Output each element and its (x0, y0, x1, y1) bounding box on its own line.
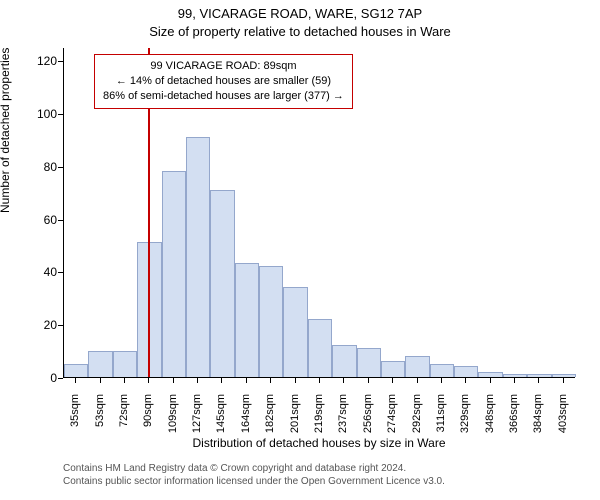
x-tick-mark (270, 378, 271, 383)
x-tick-label: 53sqm (94, 394, 106, 442)
x-tick-label: 292sqm (411, 394, 423, 442)
x-tick-mark (197, 378, 198, 383)
histogram-bar (527, 374, 551, 377)
x-tick-mark (514, 378, 515, 383)
x-tick-label: 164sqm (240, 394, 252, 442)
y-tick-label: 120 (33, 54, 57, 68)
x-tick-label: 256sqm (362, 394, 374, 442)
x-tick-mark (75, 378, 76, 383)
x-tick-label: 366sqm (508, 394, 520, 442)
histogram-bar (381, 361, 405, 377)
chart-footer: Contains HM Land Registry data © Crown c… (63, 462, 445, 488)
histogram-bar (430, 364, 454, 377)
histogram-bar (357, 348, 381, 377)
x-tick-label: 127sqm (191, 394, 203, 442)
x-tick-label: 109sqm (167, 394, 179, 442)
x-tick-label: 90sqm (142, 394, 154, 442)
y-tick-mark (58, 272, 63, 273)
histogram-bar (308, 319, 332, 377)
y-tick-label: 40 (33, 265, 57, 279)
y-tick-mark (58, 220, 63, 221)
x-tick-mark (343, 378, 344, 383)
histogram-bar (283, 287, 307, 377)
x-tick-mark (246, 378, 247, 383)
histogram-bar (113, 351, 137, 377)
footer-line-1: Contains HM Land Registry data © Crown c… (63, 462, 445, 475)
y-tick-mark (58, 114, 63, 115)
x-tick-mark (368, 378, 369, 383)
x-tick-label: 35sqm (69, 394, 81, 442)
x-tick-mark (538, 378, 539, 383)
histogram-bar (64, 364, 88, 377)
x-tick-mark (295, 378, 296, 383)
x-tick-mark (441, 378, 442, 383)
histogram-bar (478, 372, 502, 377)
chart-title-sub: Size of property relative to detached ho… (0, 24, 600, 39)
x-tick-label: 329sqm (459, 394, 471, 442)
histogram-bar (88, 351, 112, 377)
y-tick-mark (58, 61, 63, 62)
x-tick-mark (124, 378, 125, 383)
x-tick-mark (392, 378, 393, 383)
y-tick-label: 0 (33, 371, 57, 385)
histogram-bar (503, 374, 527, 377)
y-tick-mark (58, 325, 63, 326)
x-tick-label: 274sqm (386, 394, 398, 442)
annotation-line: ← 14% of detached houses are smaller (59… (103, 74, 344, 89)
histogram-bar (235, 263, 259, 377)
annotation-line: 86% of semi-detached houses are larger (… (103, 89, 344, 104)
x-tick-label: 311sqm (435, 394, 447, 442)
x-tick-mark (319, 378, 320, 383)
x-tick-label: 384sqm (532, 394, 544, 442)
y-tick-label: 60 (33, 213, 57, 227)
y-tick-label: 20 (33, 318, 57, 332)
y-tick-label: 80 (33, 160, 57, 174)
x-tick-label: 72sqm (118, 394, 130, 442)
x-tick-label: 348sqm (484, 394, 496, 442)
x-tick-label: 201sqm (289, 394, 301, 442)
x-tick-label: 145sqm (215, 394, 227, 442)
histogram-bar (552, 374, 576, 377)
annotation-box: 99 VICARAGE ROAD: 89sqm← 14% of detached… (94, 54, 353, 109)
histogram-bar (454, 366, 478, 377)
footer-line-2: Contains public sector information licen… (63, 475, 445, 488)
histogram-bar (405, 356, 429, 377)
x-tick-mark (417, 378, 418, 383)
x-tick-mark (465, 378, 466, 383)
chart-title-main: 99, VICARAGE ROAD, WARE, SG12 7AP (0, 6, 600, 21)
y-tick-mark (58, 167, 63, 168)
annotation-line: 99 VICARAGE ROAD: 89sqm (103, 59, 344, 74)
x-tick-mark (221, 378, 222, 383)
plot-area: 99 VICARAGE ROAD: 89sqm← 14% of detached… (63, 48, 575, 378)
x-tick-label: 403sqm (557, 394, 569, 442)
x-tick-mark (100, 378, 101, 383)
x-tick-mark (173, 378, 174, 383)
x-tick-mark (563, 378, 564, 383)
y-tick-label: 100 (33, 107, 57, 121)
histogram-bar (186, 137, 210, 377)
x-tick-label: 237sqm (337, 394, 349, 442)
histogram-bar (162, 171, 186, 377)
y-tick-mark (58, 378, 63, 379)
histogram-bar (210, 190, 234, 377)
histogram-bar (332, 345, 356, 377)
x-tick-mark (490, 378, 491, 383)
x-tick-label: 219sqm (313, 394, 325, 442)
x-tick-label: 182sqm (264, 394, 276, 442)
histogram-bar (259, 266, 283, 377)
x-tick-mark (148, 378, 149, 383)
